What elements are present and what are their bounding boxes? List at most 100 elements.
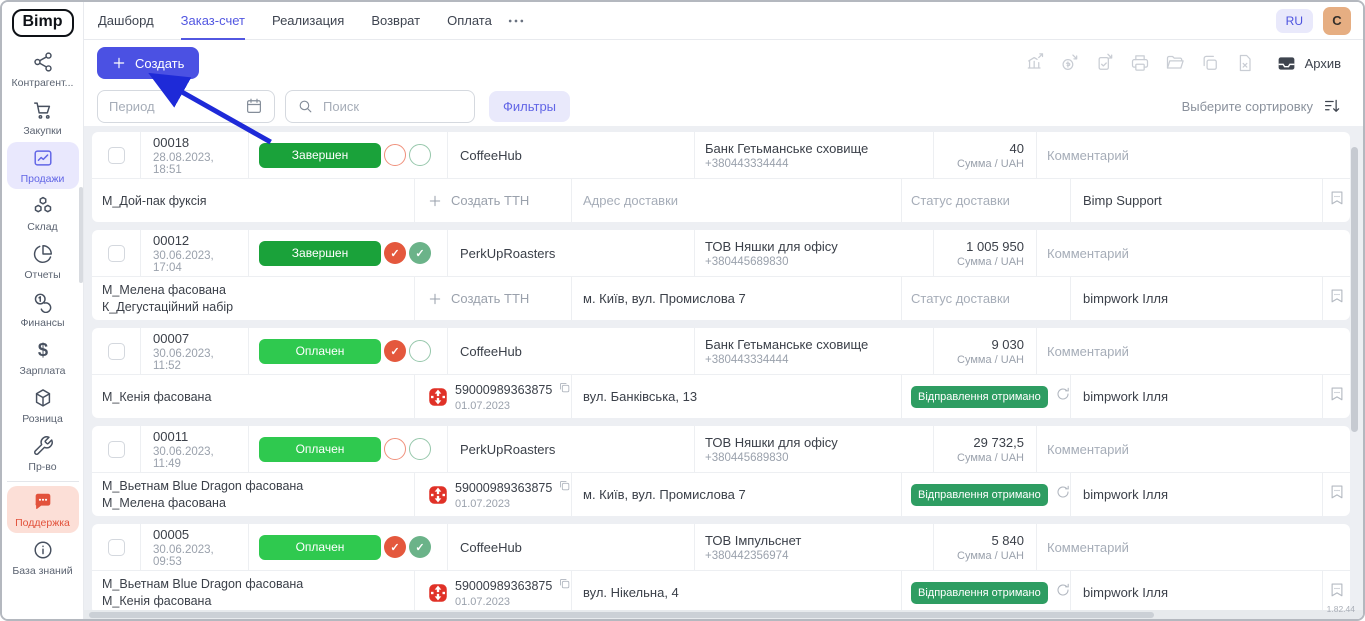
language-button[interactable]: RU — [1275, 8, 1313, 33]
bookmark-icon[interactable] — [1328, 385, 1346, 408]
tab-return[interactable]: Возврат — [371, 12, 421, 28]
tab-dashboard[interactable]: Дашборд — [98, 12, 154, 28]
sidebar-item-salary[interactable]: $ Зарплата — [7, 334, 79, 381]
comment-field[interactable]: Комментарий — [1036, 426, 1350, 472]
sort-selector[interactable]: Выберите сортировку — [1182, 97, 1341, 115]
copy-ttn-icon[interactable] — [558, 381, 571, 399]
sidebar-item-purchases[interactable]: Закупки — [7, 94, 79, 141]
receipt-check-circle[interactable] — [409, 438, 431, 460]
order-main-row: 00005 30.06.2023, 09:53 Оплачен CoffeeHu… — [92, 524, 1350, 570]
copy-icon[interactable] — [1200, 53, 1220, 73]
sidebar-item-support[interactable]: Поддержка — [6, 486, 79, 533]
delivery-status-cell: Статус доставки — [901, 277, 1070, 320]
horizontal-scrollbar[interactable] — [89, 611, 1154, 618]
row-checkbox[interactable] — [107, 538, 125, 556]
cube-icon — [32, 387, 54, 412]
payment-check-circle[interactable] — [384, 438, 406, 460]
sum-value: 1 005 950 — [966, 238, 1024, 254]
sidebar-item-finance[interactable]: Финансы — [7, 286, 79, 333]
bookmark-icon[interactable] — [1328, 189, 1346, 212]
sum-cell: 9 030 Сумма / UAH — [933, 328, 1036, 374]
payment-check-circle[interactable] — [384, 144, 406, 166]
copy-ttn-icon[interactable] — [558, 479, 571, 497]
status-badge[interactable]: Оплачен — [259, 338, 381, 364]
order-number-cell[interactable]: 00005 30.06.2023, 09:53 — [140, 524, 248, 570]
status-badge[interactable]: Оплачен — [259, 436, 381, 462]
create-button[interactable]: Создать — [97, 47, 200, 79]
row-checkbox[interactable] — [107, 342, 125, 360]
copy-ttn-icon[interactable] — [558, 577, 571, 595]
receipt-check-circle[interactable] — [409, 242, 431, 264]
comment-field[interactable]: Комментарий — [1036, 230, 1350, 276]
user-avatar[interactable]: C — [1323, 6, 1351, 35]
nova-poshta-icon — [429, 485, 447, 504]
filters-button[interactable]: Фильтры — [489, 90, 571, 122]
payment-in-icon[interactable] — [1060, 53, 1080, 73]
refresh-icon[interactable] — [1055, 386, 1070, 407]
receipt-check-circle[interactable] — [409, 340, 431, 362]
order-number-cell[interactable]: 00018 28.08.2023, 18:51 — [140, 132, 248, 178]
bank-export-icon[interactable] — [1025, 53, 1045, 73]
tab-payment[interactable]: Оплата — [447, 12, 492, 28]
comment-field[interactable]: Комментарий — [1036, 328, 1350, 374]
bookmark-icon[interactable] — [1328, 287, 1346, 310]
row-checkbox[interactable] — [107, 244, 125, 262]
payment-check-circle[interactable] — [384, 242, 406, 264]
manager-cell[interactable]: bimpwork Ілля — [1070, 277, 1322, 320]
sidebar-item-warehouse[interactable]: Склад — [7, 190, 79, 237]
comment-field[interactable]: Комментарий — [1036, 132, 1350, 178]
tab-order-invoice[interactable]: Заказ-счет — [180, 2, 245, 40]
refresh-icon[interactable] — [1055, 582, 1070, 603]
payment-check-circle[interactable] — [384, 340, 406, 362]
delivery-status-placeholder[interactable]: Статус доставки — [911, 193, 1010, 208]
delivery-status-badge[interactable]: Відправлення отримано — [911, 483, 1048, 506]
export-file-icon[interactable] — [1235, 53, 1255, 73]
sidebar-item-retail[interactable]: Розница — [7, 382, 79, 429]
create-ttn-button[interactable]: Создать ТТН — [428, 193, 529, 208]
status-badge[interactable]: Оплачен — [259, 534, 381, 560]
document-accept-icon[interactable] — [1095, 53, 1115, 73]
filter-bar: Период Поиск Фильтры Выберите сортировку — [84, 86, 1363, 126]
manager-cell[interactable]: bimpwork Ілля — [1070, 473, 1322, 516]
status-badge[interactable]: Завершен — [259, 240, 381, 266]
archive-button[interactable]: Архив — [1276, 53, 1341, 74]
bookmark-icon[interactable] — [1328, 483, 1346, 506]
row-checkbox[interactable] — [107, 440, 125, 458]
ttn-cell: 59000989363875 01.07.2023 — [414, 473, 571, 516]
manager-cell[interactable]: Bimp Support — [1070, 179, 1322, 222]
search-icon — [299, 100, 312, 112]
manager-cell[interactable]: bimpwork Ілля — [1070, 375, 1322, 418]
refresh-icon[interactable] — [1055, 484, 1070, 505]
order-number-cell[interactable]: 00011 30.06.2023, 11:49 — [140, 426, 248, 472]
receipt-check-circle[interactable] — [409, 536, 431, 558]
row-checkbox[interactable] — [107, 146, 125, 164]
sidebar-item-reports[interactable]: Отчеты — [7, 238, 79, 285]
delivery-status-badge[interactable]: Відправлення отримано — [911, 581, 1048, 604]
manager-cell[interactable]: bimpwork Ілля — [1070, 571, 1322, 614]
search-input[interactable]: Поиск — [285, 89, 475, 123]
sidebar-item-knowledge-base[interactable]: База знаний — [7, 534, 79, 581]
payment-check-circle[interactable] — [384, 536, 406, 558]
sidebar-scrollbar[interactable] — [79, 187, 83, 283]
archive-label: Архив — [1304, 55, 1341, 71]
more-tabs-icon[interactable] — [506, 11, 526, 31]
bookmark-icon[interactable] — [1328, 581, 1346, 604]
sidebar-item-contractors[interactable]: Контрагент... — [7, 46, 79, 93]
vertical-scrollbar[interactable] — [1351, 147, 1358, 432]
order-number-cell[interactable]: 00012 30.06.2023, 17:04 — [140, 230, 248, 276]
delivery-status-badge[interactable]: Відправлення отримано — [911, 385, 1048, 408]
sidebar-item-sales[interactable]: Продажи — [6, 142, 79, 189]
tab-realization[interactable]: Реализация — [271, 12, 345, 28]
print-icon[interactable] — [1130, 53, 1150, 73]
delivery-status-placeholder[interactable]: Статус доставки — [911, 291, 1010, 306]
sidebar-item-production[interactable]: Пр-во — [7, 430, 79, 477]
order-number-cell[interactable]: 00007 30.06.2023, 11:52 — [140, 328, 248, 374]
address-placeholder[interactable]: Адрес доставки — [583, 193, 679, 208]
status-badge[interactable]: Завершен — [259, 142, 381, 168]
receipt-check-circle[interactable] — [409, 144, 431, 166]
open-folder-icon[interactable] — [1165, 53, 1185, 73]
create-ttn-button[interactable]: Создать ТТН — [428, 291, 529, 306]
sidebar-divider — [6, 481, 79, 482]
period-input[interactable]: Период — [97, 89, 275, 123]
comment-field[interactable]: Комментарий — [1036, 524, 1350, 570]
